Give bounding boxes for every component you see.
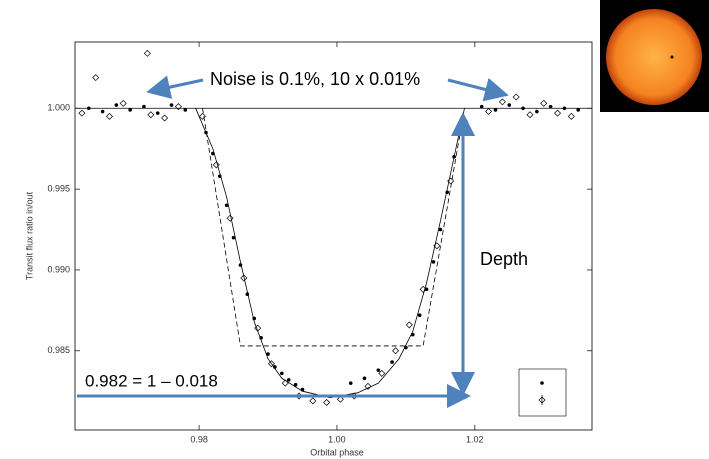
legend-box (518, 368, 567, 417)
data-point (78, 109, 86, 117)
annotation-bg (205, 68, 443, 92)
arrow (447, 77, 509, 102)
data-point (142, 104, 146, 109)
data-point (521, 106, 525, 111)
data-point (526, 111, 534, 119)
data-point (92, 74, 100, 82)
data-point (231, 235, 236, 240)
data-point (390, 360, 394, 364)
data-point (266, 352, 270, 356)
data-point (417, 313, 422, 318)
data-point (554, 109, 562, 117)
x-axis-label: Orbital phase (310, 447, 364, 457)
data-point (309, 397, 317, 405)
data-point (498, 98, 506, 106)
y-tick-label: 0.990 (47, 264, 70, 274)
data-point (438, 227, 443, 232)
data-point (128, 108, 132, 112)
annotation: Depth (480, 249, 528, 269)
data-point (376, 368, 381, 372)
data-point (100, 109, 105, 114)
data-point (362, 376, 367, 381)
y-tick-label: 1.000 (47, 103, 70, 113)
data-point (512, 93, 520, 101)
y-axis-label: Transit flux ratio in/out (24, 191, 34, 280)
data-point (576, 108, 581, 112)
data-point (485, 108, 493, 116)
data-point (405, 321, 413, 329)
data-point (212, 161, 220, 169)
data-point (147, 111, 155, 119)
sun-image (606, 9, 702, 105)
data-point (447, 177, 455, 185)
data-point (86, 106, 91, 111)
data-point (155, 111, 160, 115)
annotation: Noise is 0.1%, 10 x 0.01% (210, 69, 420, 89)
x-tick-label: 1.00 (328, 434, 346, 444)
arrow (146, 75, 204, 99)
data-point (240, 274, 248, 282)
data-point (431, 260, 436, 264)
annotation: 0.982 = 1 – 0.018 (85, 371, 218, 390)
data-point (183, 108, 188, 112)
data-point (378, 369, 386, 377)
x-tick-label: 1.02 (466, 434, 484, 444)
legend-symbol (538, 395, 546, 405)
data-point (114, 103, 119, 107)
data-point (507, 103, 512, 107)
data-point (562, 106, 567, 111)
data-point (224, 203, 229, 208)
legend-symbol (540, 381, 544, 385)
x-tick-label: 0.98 (190, 434, 208, 444)
data-point (548, 104, 553, 109)
data-point (280, 371, 284, 376)
data-point (493, 108, 498, 112)
planet-dot (670, 55, 674, 59)
data-point (293, 382, 298, 387)
model-line (195, 108, 465, 399)
plot-frame (74, 41, 593, 431)
data-point (105, 112, 113, 120)
data-point (348, 381, 353, 385)
data-point (267, 360, 275, 368)
data-point (143, 49, 151, 57)
data-point (392, 347, 400, 355)
data-point (540, 99, 548, 107)
data-point (535, 109, 539, 114)
y-tick-label: 0.985 (47, 345, 70, 355)
data-point (336, 395, 344, 403)
annotation-arrows (77, 75, 509, 408)
data-point (286, 378, 291, 382)
data-point (161, 114, 169, 122)
data-point (479, 104, 484, 109)
data-point (199, 112, 207, 120)
y-tick-label: 0.995 (47, 183, 70, 193)
data-point (119, 99, 127, 107)
data-point (169, 103, 174, 107)
data-point (174, 103, 182, 111)
model-line (202, 108, 465, 347)
data-point (226, 214, 234, 222)
data-point (567, 112, 575, 120)
data-point (323, 399, 331, 407)
data-point (364, 382, 372, 390)
